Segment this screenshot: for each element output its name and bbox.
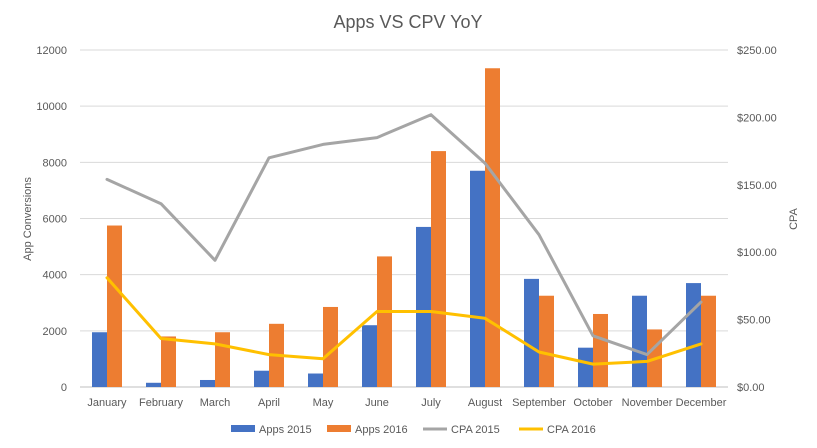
gridlines (80, 49, 728, 388)
category-label: June (365, 397, 389, 409)
category-label: April (258, 397, 280, 409)
line-marks (105, 113, 703, 366)
right-tick-label: $50.00 (737, 315, 771, 327)
left-tick-label: 12000 (36, 45, 67, 57)
bar (593, 313, 608, 387)
chart-title: Apps VS CPV YoY (333, 12, 482, 32)
right-axis-ticks: $0.00 $50.00 $100.00 $150.00 $200.00 $250.00 (737, 45, 777, 394)
category-label: October (573, 397, 612, 409)
bar (578, 347, 593, 387)
right-tick-label: $150.00 (737, 180, 777, 192)
bar (416, 226, 431, 387)
category-label: January (87, 397, 127, 409)
category-label: November (622, 397, 673, 409)
legend-label: Apps 2016 (355, 424, 408, 436)
left-tick-label: 10000 (36, 101, 67, 113)
left-tick-label: 0 (61, 382, 67, 394)
bar (146, 382, 161, 387)
left-tick-label: 2000 (43, 326, 67, 338)
left-axis-title: App Conversions (22, 177, 34, 261)
series-line (105, 276, 703, 366)
legend-label: Apps 2015 (259, 424, 312, 436)
category-label: February (139, 397, 184, 409)
category-label: August (468, 397, 502, 409)
right-tick-label: $200.00 (737, 112, 777, 124)
bar (362, 325, 377, 387)
category-label: December (676, 397, 727, 409)
right-tick-label: $0.00 (737, 382, 765, 394)
bar (701, 295, 716, 387)
bar (215, 332, 230, 387)
left-tick-label: 6000 (43, 214, 67, 226)
bar (200, 379, 215, 387)
left-tick-label: 8000 (43, 157, 67, 169)
category-label: September (512, 397, 566, 409)
bar (686, 283, 701, 387)
bar (308, 373, 323, 387)
category-axis-labels: January February March April May June July Augu… (87, 397, 726, 409)
bar (107, 225, 122, 387)
bar (161, 336, 176, 387)
left-tick-label: 4000 (43, 270, 67, 282)
bar (524, 278, 539, 387)
bar (92, 332, 107, 387)
left-axis-ticks: 0 2000 4000 6000 8000 10000 12000 (36, 45, 67, 394)
right-tick-label: $250.00 (737, 45, 777, 57)
category-label: May (313, 397, 334, 409)
bar (377, 256, 392, 387)
bar (485, 68, 500, 388)
right-axis-title: CPA (788, 207, 800, 229)
category-label: July (421, 397, 441, 409)
legend-swatch (327, 425, 351, 432)
legend-swatch (231, 425, 255, 432)
bar (632, 295, 647, 387)
bar (254, 370, 269, 387)
legend-label: CPA 2016 (547, 424, 596, 436)
bar (323, 306, 338, 387)
category-label: March (200, 397, 231, 409)
bar (470, 170, 485, 387)
series-line (105, 113, 703, 357)
bar (539, 295, 554, 387)
bar-marks (92, 68, 716, 388)
legend: Apps 2015 Apps 2016 CPA 2015 CPA 2016 (231, 424, 596, 436)
bar (431, 151, 446, 387)
right-tick-label: $100.00 (737, 247, 777, 259)
legend-label: CPA 2015 (451, 424, 500, 436)
